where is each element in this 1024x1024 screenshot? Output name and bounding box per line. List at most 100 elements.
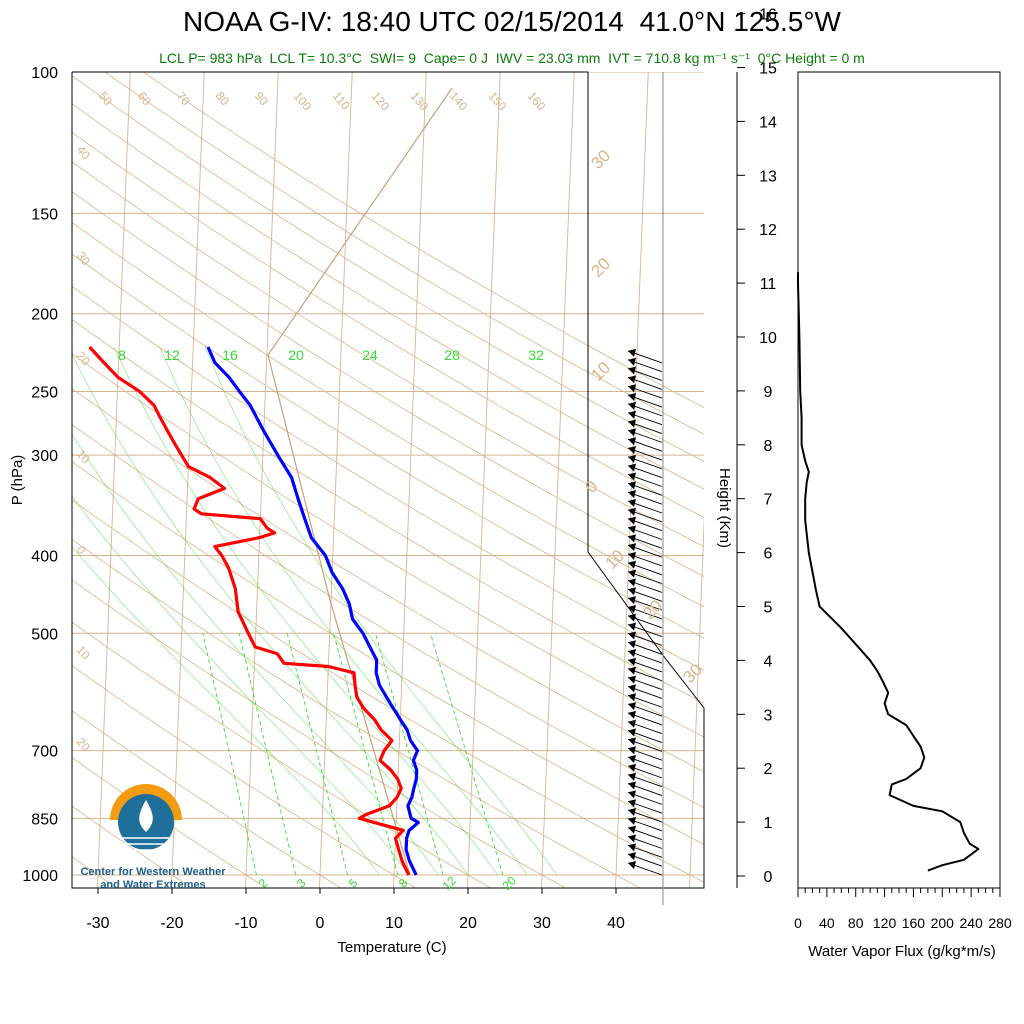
isotherm-line [689,515,704,888]
mixing-ratio-line [374,633,444,876]
wind-flag [628,657,636,666]
height-tick-label: 4 [764,653,773,670]
isotherm-line [245,72,279,888]
height-tick-label: 0 [764,869,773,886]
mixing-ratio-label: 20 [499,873,519,893]
moist-adiabat [72,433,439,876]
height-tick-label: 12 [759,222,777,239]
dry-adiabat [72,665,417,888]
chart-title: NOAA G-IV: 18:40 UTC 02/15/2014 41.0°N 1… [183,6,841,37]
wind-flag [628,808,636,817]
temp-tick-label: -20 [160,915,183,932]
isotherm-label: 150 [486,89,510,114]
wind-flag [628,587,636,596]
wind-flag [628,428,636,437]
dry-adiabat [72,161,704,548]
wind-flag [628,631,636,640]
dry-adiabat [142,72,704,409]
temp-tick-label: 10 [385,915,403,932]
dry-adiabat [72,621,492,888]
flux-tick-label: 120 [873,915,897,931]
wind-flag [628,472,636,481]
mixing-ratio-line [430,633,504,876]
height-tick-label: 16 [759,7,777,24]
moist-label: 32 [528,347,544,363]
wind-flag [628,446,636,455]
chart-subtitle: LCL P= 983 hPa LCL T= 10.3°C SWI= 9 Cape… [159,50,865,66]
wind-flag [628,604,636,613]
wind-flag [628,816,636,825]
dewpoint-line [206,346,420,876]
moist-adiabat [72,495,410,876]
wind-flag [628,578,636,587]
temp-tick-label: 0 [316,915,325,932]
cw3e-logo [110,784,182,851]
isotherm-line [171,72,205,888]
isotherm-line [541,72,575,888]
wind-flag [628,348,636,357]
wind-flag [628,375,636,384]
wind-flag [628,384,636,393]
isotherm-label: 110 [330,89,353,113]
isotherm-label: 90 [252,89,272,108]
wind-flag [628,684,636,693]
skewt-frame [71,71,705,889]
dry-adiabat [72,131,704,519]
height-tick-label: 2 [764,761,773,778]
wind-flag [628,666,636,675]
isotherm-label: 50 [96,89,116,108]
moist-adiabat [72,353,469,876]
isotherm-line [467,72,501,888]
isotherm-line [393,72,427,888]
isotherm-label: 160 [525,89,549,114]
dry-adiabat [72,353,704,738]
temp-tick-label: 30 [533,915,551,932]
moist-adiabat [205,346,558,876]
temp-tick-label: 40 [607,915,625,932]
height-tick-label: 14 [759,114,777,131]
wind-flag [628,437,636,446]
isotherm-label: 80 [213,89,233,108]
dry-adiabat [72,461,704,845]
moist-label: 24 [362,347,378,363]
wind-flag [628,702,636,711]
pressure-tick-label: 100 [31,65,58,82]
mixing-ratio-line [202,633,257,876]
flux-tick-label: 0 [794,915,802,931]
wind-flag [628,366,636,375]
pressure-tick-label: 1000 [22,868,58,885]
wind-flag [628,393,636,402]
wind-flag [628,463,636,472]
flux-tick-label: 40 [819,915,835,931]
dry-adiabat [72,191,704,577]
flux-tick-label: 240 [959,915,983,931]
height-tick-label: 3 [764,707,773,724]
height-tick-label: 1 [764,815,773,832]
wind-flag [628,746,636,755]
wind-flag [628,419,636,428]
adiabat-right-label: 10 [601,546,628,573]
pressure-tick-label: 400 [31,548,58,565]
moist-label: 12 [164,347,180,363]
moist-label: 20 [288,347,304,363]
adiabat-right-label: 20 [639,596,666,623]
adiabat-right-label: 10 [587,358,614,385]
flux-axis-title: Water Vapor Flux (g/kg*m/s) [808,943,996,960]
dry-adiabat [72,757,268,888]
wind-flag [628,737,636,746]
flux-frame [797,71,1001,889]
height-tick-label: 6 [764,546,773,563]
dry-adiabat [104,72,704,435]
pressure-tick-label: 150 [31,206,58,223]
temp-tick-label: -10 [234,915,257,932]
wind-flag [628,357,636,366]
wind-flag [628,675,636,684]
wind-flag [628,498,636,507]
isotherm-label: 70 [174,89,194,108]
dry-adiabat [72,222,704,608]
isotherm-label: 60 [135,89,155,108]
wind-flag [628,490,636,499]
height-tick-label: 9 [764,384,773,401]
wind-flag [628,861,636,869]
